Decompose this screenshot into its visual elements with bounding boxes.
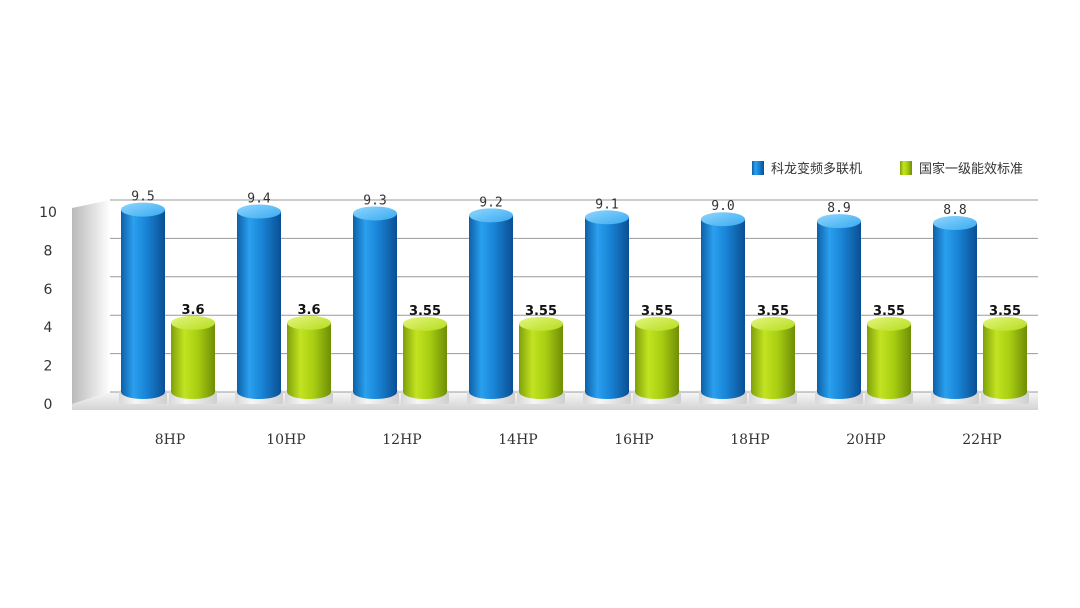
bar-top [751,316,795,331]
bar-top [701,212,745,227]
bar-top [121,202,165,217]
bar-kelon-8HP [121,209,165,399]
y-axis-ticks: 0 2 4 6 8 10 [39,205,57,413]
bar-standard-10HP [287,322,331,399]
data-label: 9.3 [363,193,386,208]
bar-kelon-14HP [469,215,513,399]
bar-standard-18HP [751,323,795,399]
x-tick-label: 22HP [962,432,1001,448]
bar-top [171,315,215,330]
bar-kelon-12HP [353,213,397,399]
legend-swatch-series-1 [752,161,764,175]
bar-kelon-20HP [817,221,861,399]
bar-top [403,316,447,331]
bars [119,202,1029,404]
y-tick-label: 0 [44,397,53,413]
data-label: 9.1 [595,197,618,212]
bar-top [287,315,331,330]
data-label: 3.55 [989,304,1021,319]
data-label: 8.9 [827,201,850,216]
data-label: 3.55 [873,304,905,319]
bar-kelon-16HP [585,217,629,399]
y-tick-label: 4 [44,320,53,336]
data-label: 8.8 [943,203,966,218]
data-label: 3.55 [525,304,557,319]
x-tick-label: 14HP [498,432,537,448]
data-label: 3.6 [181,303,204,318]
bar-top [817,214,861,229]
data-labels: 9.5 3.6 9.4 3.6 9.3 3.55 9.2 3.55 9.1 3.55 9.0 3.55… [131,190,1021,319]
bar-top [519,316,563,331]
bar-top [635,316,679,331]
bar-top [983,316,1027,331]
data-label: 9.4 [247,192,271,207]
data-label: 9.0 [711,199,734,214]
legend-swatch-series-2 [900,161,912,175]
bar-kelon-10HP [237,211,281,399]
bar-kelon-22HP [933,223,977,399]
bar-standard-8HP [171,322,215,399]
bar-standard-20HP [867,323,911,399]
legend-label-series-1: 科龙变频多联机 [771,161,862,177]
x-tick-label: 8HP [155,432,186,448]
y-tick-label: 2 [44,359,53,375]
y-tick-label: 6 [44,282,53,298]
bar-top [237,204,281,219]
x-tick-label: 12HP [382,432,421,448]
data-label: 3.6 [297,303,320,318]
bar-standard-22HP [983,323,1027,399]
legend: 科龙变频多联机 国家一级能效标准 [752,161,1023,177]
data-label: 9.2 [479,195,502,210]
x-axis-ticks: 8HP 10HP 12HP 14HP 16HP 18HP 20HP 22HP [155,432,1002,448]
bar-top [867,316,911,331]
bar-standard-14HP [519,323,563,399]
bar-top [933,216,977,231]
x-tick-label: 20HP [846,432,885,448]
data-label: 3.55 [409,304,441,319]
data-label: 3.55 [757,304,789,319]
data-label: 3.55 [641,304,673,319]
bar-kelon-18HP [701,219,745,399]
x-tick-label: 16HP [614,432,653,448]
bar-top [353,206,397,221]
bar-top [469,208,513,223]
x-tick-label: 10HP [266,432,305,448]
y-tick-label: 8 [44,243,53,259]
bar-top [585,210,629,225]
bar-standard-12HP [403,323,447,399]
x-tick-label: 18HP [730,432,769,448]
bar-standard-16HP [635,323,679,399]
data-label: 9.5 [131,190,154,205]
y-tick-label: 10 [39,205,57,221]
chart-side-wall [72,200,110,404]
legend-label-series-2: 国家一级能效标准 [919,161,1023,177]
